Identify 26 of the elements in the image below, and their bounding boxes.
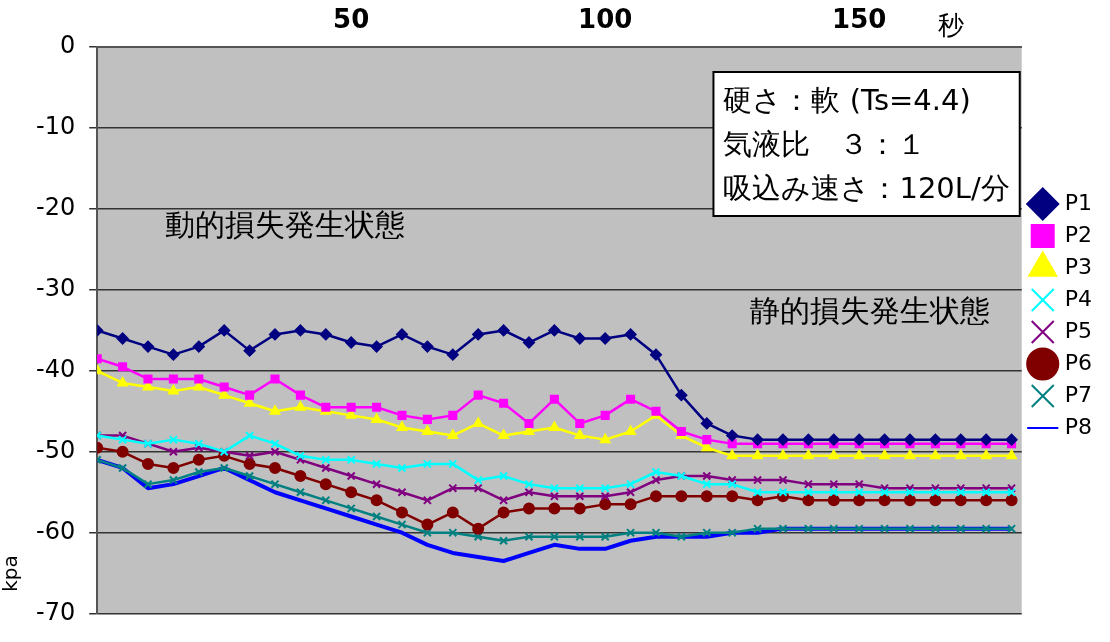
y-tick-label: -20 xyxy=(36,193,76,222)
legend-label: P6 xyxy=(1064,349,1092,375)
annotation: 硬さ：軟 (Ts=4.4) xyxy=(723,82,971,117)
y-tick-label: -60 xyxy=(36,516,76,545)
y-tick-label: -40 xyxy=(36,355,76,384)
x-tick-label: 50 xyxy=(333,4,370,35)
y-tick-label: -50 xyxy=(36,436,76,465)
annotation: 動的損失発生状態 xyxy=(165,206,406,242)
annotation: 気液比 ３：１ xyxy=(723,126,927,161)
legend-label: P1 xyxy=(1064,189,1092,215)
legend-label: P2 xyxy=(1064,221,1092,247)
y-tick-label: 0 xyxy=(59,31,76,60)
legend-label: P5 xyxy=(1064,317,1092,343)
y-tick-label: -10 xyxy=(36,112,76,141)
legend-label: P4 xyxy=(1064,285,1092,311)
x-tick-label: 150 xyxy=(832,4,887,35)
legend-label: P7 xyxy=(1064,381,1092,407)
y-tick-label: -70 xyxy=(36,597,76,626)
x-axis-title: 秒 xyxy=(938,9,965,40)
y-axis-title: kpa xyxy=(0,555,23,592)
y-tick-label: -30 xyxy=(36,274,76,303)
legend-label: P8 xyxy=(1064,413,1092,439)
legend-label: P3 xyxy=(1064,253,1092,279)
annotation: 吸込み速さ：120L/分 xyxy=(723,170,1010,205)
annotation: 静的損失発生状態 xyxy=(749,292,990,328)
x-tick-label: 100 xyxy=(578,4,633,35)
